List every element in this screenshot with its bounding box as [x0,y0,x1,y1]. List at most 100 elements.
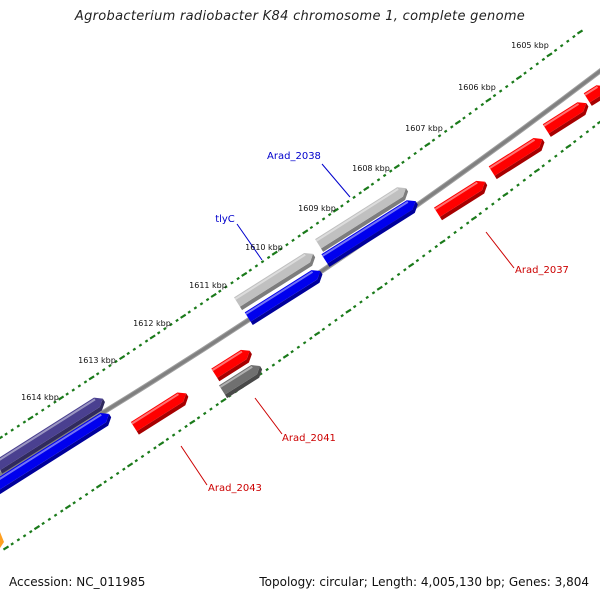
inner-tick [465,221,470,225]
outer-tick [297,234,301,238]
gene-red-b-highlight [489,138,536,169]
inner-tick [528,173,533,178]
outer-tick [193,306,198,310]
inner-tick [359,300,363,304]
inner-tick [209,407,213,411]
inner-tick [296,345,301,349]
genome-summary-text: Topology: circular; Length: 4,005,130 bp… [259,575,589,589]
inner-tick [591,125,596,129]
inner-tick [497,197,501,202]
gene-labels: Arad_2038 tlyC Arad_2037 Arad_2041 Arad_2043 [208,151,569,494]
outer-tick [291,238,295,243]
gene-arad-2043-highlight [131,393,179,425]
inner-tick [282,353,289,359]
outer-tick [187,310,192,314]
outer-tick [504,84,509,89]
inner-tick [16,538,21,542]
outer-tick [511,80,515,84]
outer-tick [108,364,112,368]
outer-tick [413,151,417,156]
outer-tick [363,186,370,192]
inner-tick [134,459,139,463]
inner-tick [453,230,457,235]
outer-tick [88,375,95,381]
outer-tick [254,264,259,268]
outer-tick [546,52,553,58]
inner-tick [396,272,401,277]
gene-blue-1 [244,270,321,322]
outer-tick [53,400,57,404]
outer-tick [102,368,106,372]
outer-tick [431,138,436,142]
outer-tick [230,281,234,285]
inner-tick [554,154,558,158]
inner-tick [271,363,276,367]
outer-tick [126,351,130,356]
outer-tick [468,111,472,116]
outer-tick [34,412,39,416]
inner-tick [390,277,395,281]
inner-tick [447,235,451,239]
gene-red-d-depth [589,95,600,106]
inner-tick [122,467,126,471]
gene-blue-1-highlight [245,270,314,315]
inner-tick [428,249,432,253]
outer-tick [358,191,362,195]
outer-tick [180,313,187,319]
inner-tick [314,331,321,337]
gene-blue-0 [0,412,110,490]
outer-tick [175,318,179,323]
inner-tick [345,308,352,314]
inner-tick [579,134,583,139]
inner-tick [516,183,520,187]
outer-tick [346,199,350,204]
gene-arad-2038-highlight [315,188,399,242]
accession-text: Accession: NC_011985 [9,575,146,589]
inner-tick [533,168,541,174]
gene-red-c-depth [548,103,589,137]
outer-tick [480,102,485,107]
outer-tick [388,169,393,173]
outer-tick [205,297,210,302]
inner-tick-ring [2,120,600,551]
gene-arad-2043 [130,392,187,432]
inner-tick [470,215,478,221]
outer-tick [437,134,442,138]
outer-tick [236,276,240,281]
inner-tick [290,350,294,354]
inner-tick [53,513,58,517]
outer-tick [271,250,278,256]
outer-tick [279,247,283,251]
inner-tick [84,492,89,497]
gene-red-d-highlight [584,86,599,96]
gene-arad-2038-depth [321,188,409,252]
label-leader-lines [180,163,515,486]
outer-tick [485,97,492,103]
scale-label: 1612 kbp [133,319,171,328]
outer-tick [576,29,584,35]
outer-tick [454,119,462,125]
gene-features [0,85,600,548]
outer-tick [22,420,27,424]
scale-labels: 1605 kbp 1606 kbp 1607 kbp 1608 kbp 1609 kbp… [21,41,549,402]
inner-tick [415,258,420,263]
inner-tick [541,164,545,168]
inner-tick [126,462,134,468]
gene-blue-0-highlight [0,413,102,480]
gene-red-d [583,85,600,103]
outer-tick [138,343,143,347]
outer-tick [218,289,222,293]
gene-arad-2041-depth [224,365,263,399]
outer-tick [332,207,339,213]
outer-tick [541,57,546,62]
map-title: Agrobacterium radiobacter K84 chromosome… [74,9,526,24]
outer-tick [248,268,253,272]
inner-tick [171,433,176,437]
inner-tick [302,341,307,345]
scale-label: 1613 kbp [78,356,116,365]
outer-tick [393,164,400,170]
inner-tick [189,419,196,425]
inner-tick [196,416,201,420]
inner-tick [352,304,357,309]
outer-tick [340,204,344,208]
